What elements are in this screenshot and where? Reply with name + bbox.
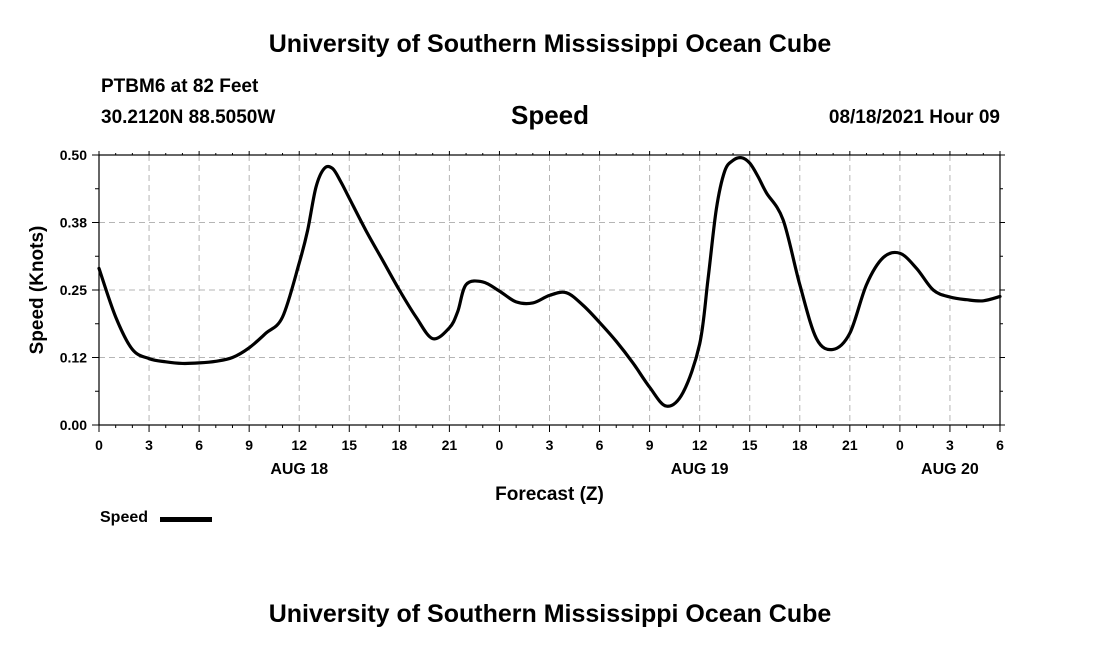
series-line-speed xyxy=(97,155,1002,408)
x-tick-label: 0 xyxy=(95,437,103,453)
legend-label: Speed xyxy=(100,509,149,526)
x-tick-label: 3 xyxy=(145,437,153,453)
variable-title: Speed xyxy=(510,100,590,130)
station-coords: 30.2120N 88.5050W xyxy=(101,107,276,128)
x-tick-label: 3 xyxy=(946,437,954,453)
x-tick-label: 6 xyxy=(195,437,203,453)
chart-title-top: University of Southern Mississippi Ocean… xyxy=(268,30,832,58)
x-tick-label: 0 xyxy=(496,437,504,453)
x-tick-label: 15 xyxy=(742,437,758,453)
y-tick-label: 0.38 xyxy=(60,215,87,231)
date-label: AUG 19 xyxy=(671,461,729,478)
date-label: AUG 20 xyxy=(921,461,979,478)
x-tick-label: 21 xyxy=(842,437,858,453)
y-tick-label: 0.00 xyxy=(60,417,87,433)
x-tick-label: 18 xyxy=(792,437,808,453)
x-tick-label: 21 xyxy=(442,437,458,453)
plot-frame xyxy=(98,154,1001,426)
x-tick-label: 0 xyxy=(896,437,904,453)
date-label: AUG 18 xyxy=(270,461,328,478)
x-axis-label: Forecast (Z) xyxy=(495,484,604,505)
x-tick-label: 9 xyxy=(646,437,654,453)
y-tick-label: 0.50 xyxy=(60,147,87,163)
station-label: PTBM6 at 82 Feet xyxy=(101,76,259,97)
y-tick-label: 0.12 xyxy=(60,350,87,366)
y-tick-label: 0.25 xyxy=(60,282,87,298)
chart-title-bottom: University of Southern Mississippi Ocean… xyxy=(268,600,832,628)
x-tick-label: 6 xyxy=(996,437,1004,453)
forecast-timestamp: 08/18/2021 Hour 09 xyxy=(828,107,1000,128)
x-tick-label: 12 xyxy=(291,437,307,453)
x-tick-label: 9 xyxy=(245,437,253,453)
x-tick-label: 3 xyxy=(546,437,554,453)
y-axis-label: Speed (Knots) xyxy=(27,226,48,355)
x-tick-label: 18 xyxy=(392,437,408,453)
legend-swatch xyxy=(160,517,212,522)
x-tick-label: 12 xyxy=(692,437,708,453)
x-tick-label: 6 xyxy=(596,437,604,453)
x-tick-label: 15 xyxy=(341,437,357,453)
